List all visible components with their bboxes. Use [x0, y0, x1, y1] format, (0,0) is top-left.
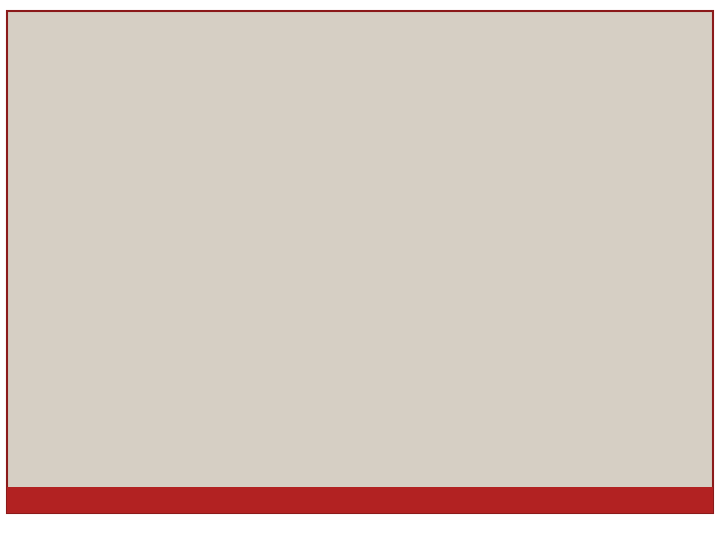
Text: ∞: ∞ [19, 418, 32, 433]
Text: Neurological: Neurological [402, 261, 532, 279]
Text: Nasal & Digital Hyperkaratosis: Nasal & Digital Hyperkaratosis [56, 485, 238, 495]
Text: Coughing: Coughing [56, 168, 112, 178]
Text: (4): (4) [467, 30, 490, 48]
Text: Diarrhea (May be bloody): Diarrhea (May be bloody) [56, 382, 204, 393]
Text: Dyspnea: Dyspnea [56, 196, 106, 206]
Text: ∞: ∞ [372, 101, 384, 115]
Text: Nasal & Ocular Discharge: Nasal & Ocular Discharge [56, 140, 208, 150]
Text: Anorexia: Anorexia [56, 299, 108, 308]
Text: “Chewing Gum” Seizures: “Chewing Gum” Seizures [409, 301, 556, 312]
Text: Optic Neuritis: Optic Neuritis [409, 199, 491, 209]
FancyBboxPatch shape [14, 16, 706, 73]
Text: Gastrointestinal (GI): Gastrointestinal (GI) [49, 258, 259, 276]
Text: Loss of Balance: Loss of Balance [409, 358, 500, 368]
Text: [Inflammation of the front chamber of the eye; may cause the retinas to appear
c: [Inflammation of the front chamber of th… [409, 160, 644, 171]
Text: Dermatological: Dermatological [49, 416, 204, 435]
Text: ∞: ∞ [19, 101, 32, 115]
Text: Keratoconjunctivitis Sicca: Keratoconjunctivitis Sicca [409, 171, 560, 181]
Text: ∞: ∞ [19, 260, 32, 274]
Text: Weakness or Paralysis: Weakness or Paralysis [409, 330, 537, 340]
Text: ∞: ∞ [372, 263, 384, 277]
Text: Ocular: Ocular [402, 99, 469, 117]
Text: Behavioral Changes: Behavioral Changes [409, 470, 525, 480]
Text: Vomiting: Vomiting [56, 327, 108, 336]
Text: Retinal Degeneration: Retinal Degeneration [409, 227, 533, 237]
Text: Hypersensitivity: Hypersensitivity [409, 414, 503, 424]
Text: Neck Pain: Neck Pain [409, 442, 467, 452]
Text: Abdominal Pustules: Abdominal Pustules [56, 457, 171, 467]
Text: Pneumonia: Pneumonia [56, 224, 121, 234]
Text: Respiratory: Respiratory [49, 99, 166, 117]
Text: Muscle Twitching: Muscle Twitching [409, 386, 511, 396]
Text: Anterior Uveitis: Anterior Uveitis [409, 140, 502, 150]
Text: Clinical Signs: Clinical Signs [242, 22, 478, 53]
Text: “Distemper Teeth”: “Distemper Teeth” [56, 354, 163, 365]
